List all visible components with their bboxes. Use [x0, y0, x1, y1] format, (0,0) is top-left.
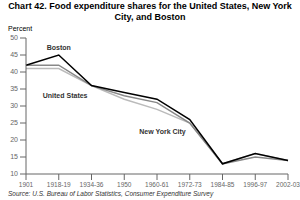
- svg-text:50: 50: [10, 34, 18, 41]
- svg-text:1901: 1901: [19, 181, 34, 188]
- svg-text:1918-19: 1918-19: [47, 181, 71, 188]
- svg-text:25: 25: [10, 119, 18, 126]
- html-text:Source: U.S. Bureau of Labor S: Source: U.S. Bureau of Labor Statistics,…: [8, 190, 214, 197]
- svg-text:45: 45: [10, 51, 18, 58]
- svg-text:1972-73: 1972-73: [178, 181, 202, 188]
- svg-text:1996-97: 1996-97: [243, 181, 267, 188]
- svg-text:New York City: New York City: [139, 128, 186, 136]
- html-text:Chart 42. Food expenditure sha: Chart 42. Food expenditure shares for th…: [8, 1, 292, 22]
- svg-text:Boston: Boston: [47, 44, 71, 51]
- svg-text:United States: United States: [43, 92, 88, 99]
- svg-text:10: 10: [10, 170, 18, 177]
- svg-text:2002-03: 2002-03: [276, 181, 292, 188]
- html-text:Percent: Percent: [8, 25, 33, 32]
- svg-text:1934-36: 1934-36: [80, 181, 104, 188]
- svg-text:15: 15: [10, 153, 18, 160]
- svg-text:1950: 1950: [117, 181, 132, 188]
- svg-text:40: 40: [10, 68, 18, 75]
- svg-text:30: 30: [10, 102, 18, 109]
- svg-text:1984-85: 1984-85: [211, 181, 235, 188]
- svg-text:20: 20: [10, 136, 18, 143]
- svg-text:1960-61: 1960-61: [145, 181, 169, 188]
- svg-text:35: 35: [10, 85, 18, 92]
